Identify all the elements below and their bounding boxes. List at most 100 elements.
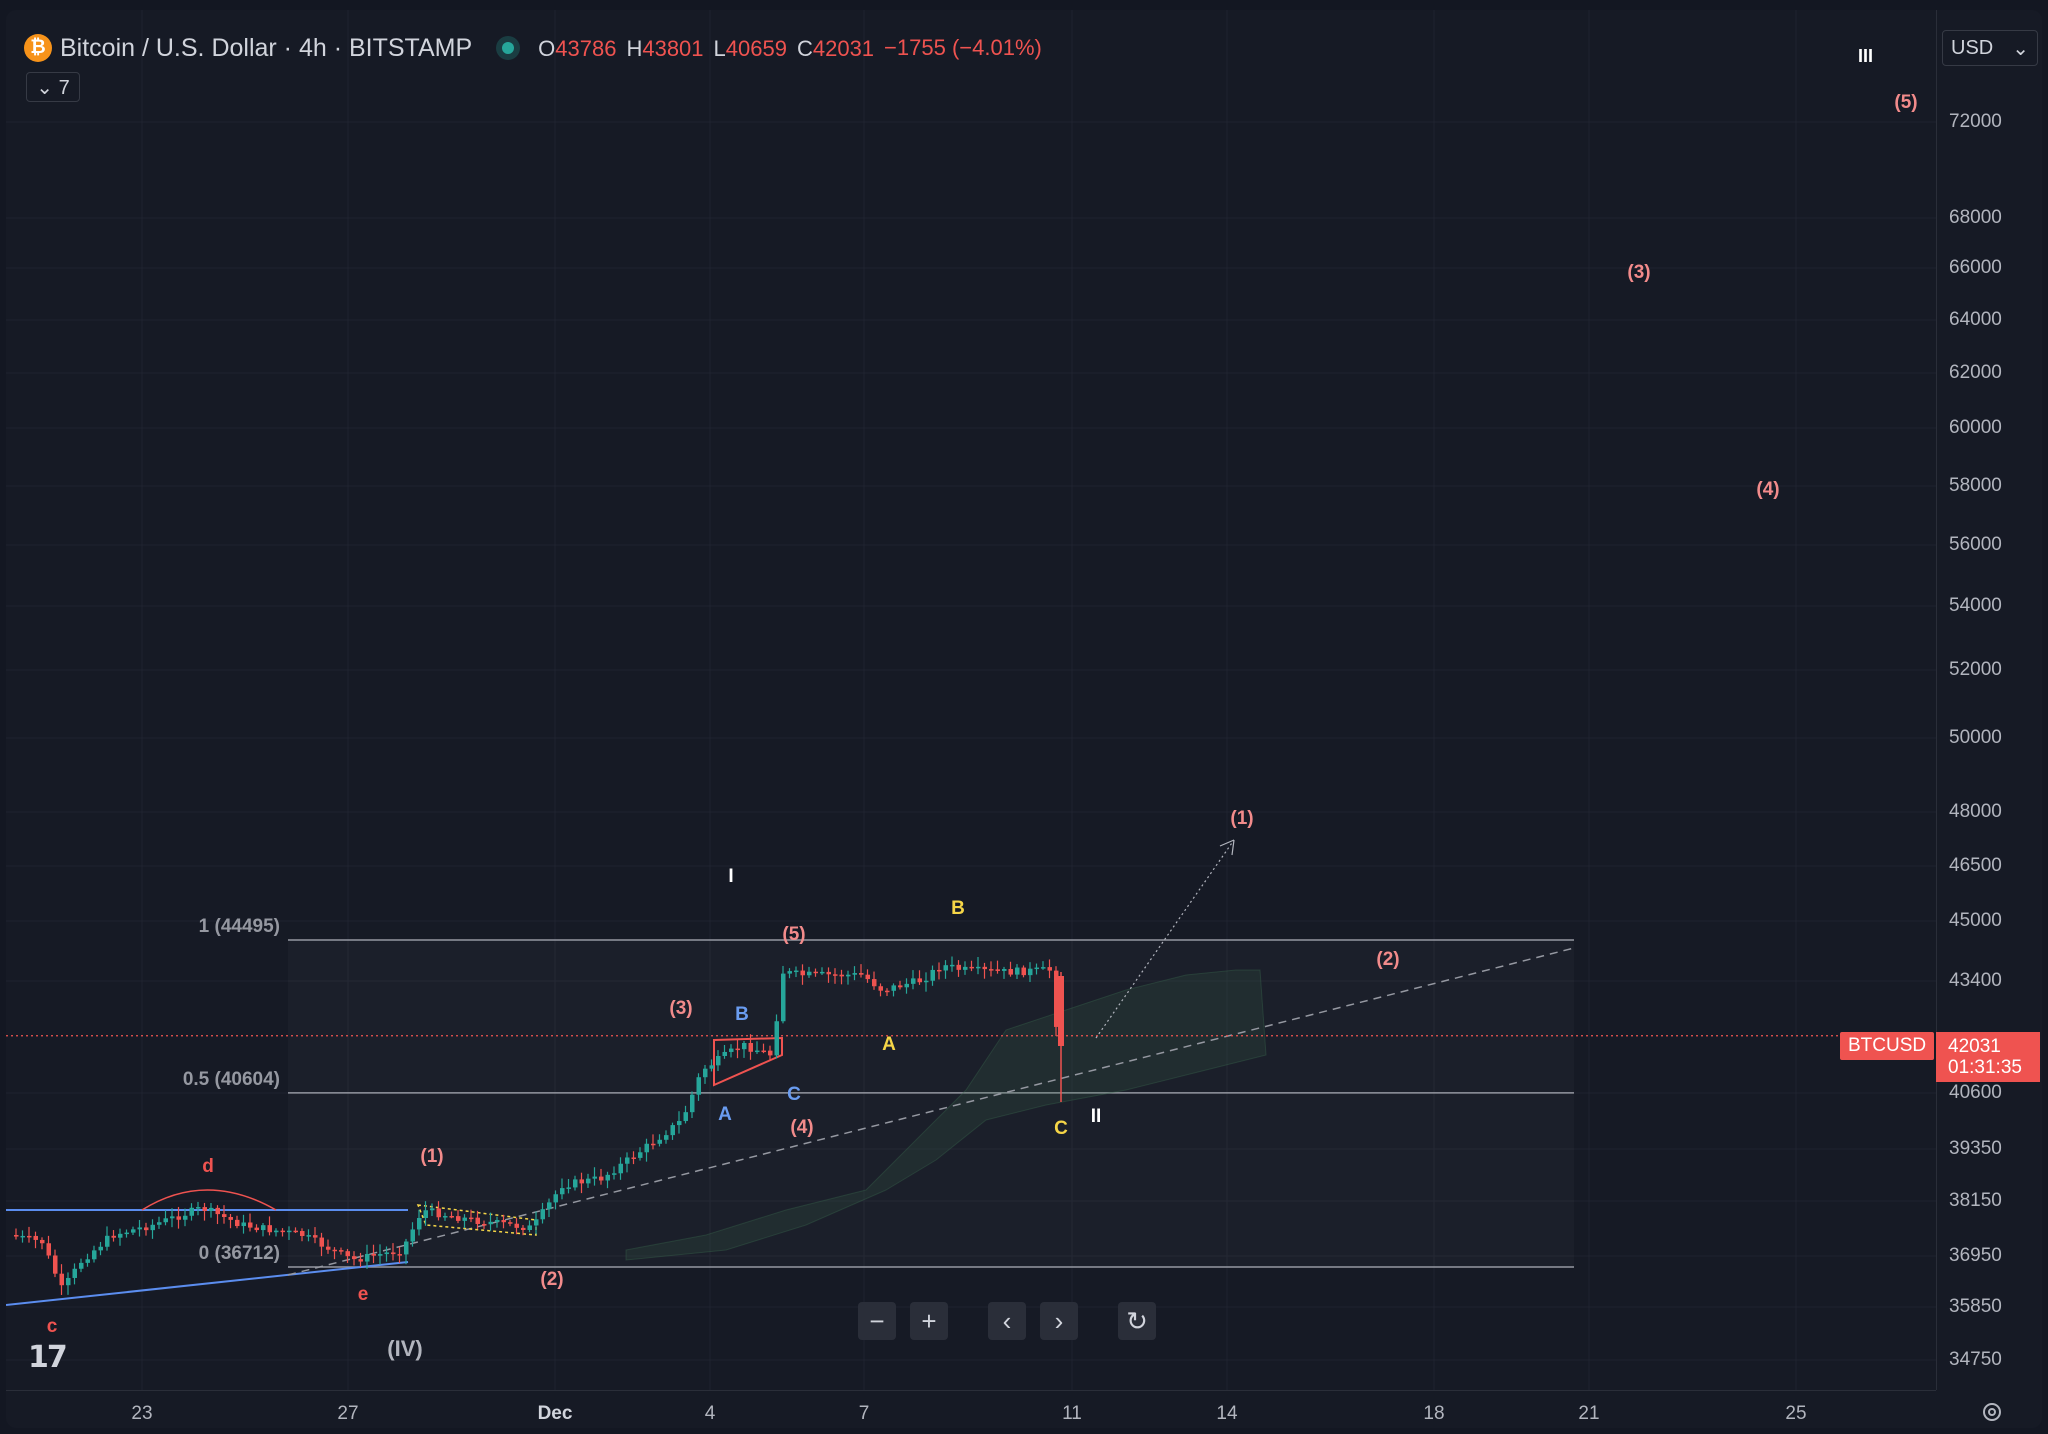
candle: [462, 1217, 467, 1221]
candle: [183, 1215, 188, 1220]
wave-label-c_low: c: [47, 1316, 58, 1337]
candle: [703, 1068, 708, 1078]
candle: [891, 985, 896, 991]
reset-chart-button[interactable]: ↻: [1118, 1302, 1156, 1340]
candle: [423, 1210, 428, 1219]
legend-toggle-icon[interactable]: III: [1858, 46, 1874, 66]
candle: [20, 1235, 25, 1238]
candle: [59, 1273, 64, 1286]
candle: [989, 969, 994, 971]
candle: [456, 1216, 461, 1221]
candle: [475, 1217, 480, 1224]
price-chart[interactable]: 1 (44495) 0.5 (40604) 0 (36712) c d e (IV) (1) (…: [6, 10, 1936, 1390]
candle: [976, 966, 981, 969]
candle: [748, 1043, 753, 1052]
triangle-pattern: [416, 1204, 537, 1236]
candle: [170, 1216, 175, 1219]
chevron-down-icon: ⌄: [2012, 37, 2029, 60]
scroll-right-button[interactable]: ›: [1040, 1302, 1078, 1340]
price-tick: 68000: [1949, 207, 2002, 228]
zoom-in-button[interactable]: +: [910, 1302, 948, 1340]
candle: [287, 1230, 292, 1233]
candle: [709, 1065, 714, 1069]
candle: [586, 1178, 591, 1184]
candle: [430, 1208, 435, 1211]
candle: [495, 1220, 500, 1222]
candle: [131, 1229, 136, 1233]
candle: [820, 971, 825, 974]
candle: [540, 1209, 545, 1220]
wave-label-I: I: [728, 866, 733, 887]
time-tick: 25: [1785, 1403, 1807, 1424]
candle: [358, 1259, 363, 1262]
candle: [560, 1188, 565, 1195]
candle: [911, 978, 916, 984]
candle: [950, 964, 955, 967]
time-tick: 23: [131, 1403, 153, 1424]
candle: [215, 1207, 220, 1215]
ohlc-close: C42031: [796, 35, 875, 61]
candle: [963, 966, 968, 970]
candle: [579, 1179, 584, 1184]
gear-icon[interactable]: [1980, 1400, 2004, 1424]
candle: [339, 1250, 344, 1252]
candle: [1041, 967, 1046, 969]
zoom-out-button[interactable]: −: [858, 1302, 896, 1340]
candle: [657, 1139, 662, 1144]
wave-label-A_yellow: A: [882, 1034, 896, 1055]
candle: [898, 985, 903, 988]
candle: [859, 973, 864, 975]
candle: [826, 971, 831, 975]
wave-label-C_yellow: C: [1054, 1118, 1068, 1139]
candle: [547, 1202, 552, 1210]
candle: [274, 1230, 279, 1233]
candle: [254, 1227, 259, 1231]
price-tick: 40600: [1949, 1082, 2002, 1103]
candle: [189, 1207, 194, 1216]
candle: [807, 971, 812, 976]
price-tick: 56000: [1949, 534, 2002, 555]
scroll-left-button[interactable]: ‹: [988, 1302, 1026, 1340]
wave-label-proj4: (4): [1756, 479, 1779, 500]
candle: [72, 1268, 77, 1278]
currency-select[interactable]: USD ⌄: [1942, 30, 2038, 66]
candle: [1047, 967, 1052, 971]
triangle-pattern: [713, 1036, 783, 1087]
wave-label-d: d: [202, 1156, 214, 1177]
candle: [1021, 967, 1026, 976]
candle: [85, 1259, 90, 1263]
dashed-trendline: [287, 947, 1575, 1276]
arc-pattern: [141, 1189, 277, 1211]
candle: [982, 966, 987, 970]
wave-label-w3: (3): [669, 998, 692, 1019]
candle: [176, 1216, 181, 1220]
chart-plot-area[interactable]: 1 (44495) 0.5 (40604) 0 (36712) c d e (IV) (1) (…: [6, 10, 1936, 1390]
candle: [228, 1217, 233, 1220]
candle: [53, 1255, 58, 1274]
price-tick: 39350: [1949, 1138, 2002, 1159]
indicators-collapse-button[interactable]: ⌄ 7: [26, 72, 80, 102]
candle: [670, 1125, 675, 1136]
candle: [14, 1235, 19, 1237]
candle: [696, 1077, 701, 1095]
candle: [449, 1216, 454, 1218]
candle: [163, 1218, 168, 1223]
chart-window: 1 (44495) 0.5 (40604) 0 (36712) c d e (IV) (1) (…: [6, 10, 2042, 1428]
candle: [33, 1235, 38, 1240]
candle: [813, 971, 818, 974]
wave-label-w5: (5): [782, 924, 805, 945]
candle: [222, 1214, 227, 1217]
price-tick: 66000: [1949, 257, 2002, 278]
price-axis[interactable]: 72000 68000 66000 64000 62000 60000 58000 56000…: [1936, 10, 2043, 1390]
wave-label-proj5: (5): [1894, 92, 1917, 113]
candle: [202, 1207, 207, 1211]
price-tick: 64000: [1949, 309, 2002, 330]
fib-retracement-zone: [288, 940, 1574, 1267]
last-price: 42031: [1948, 1036, 2001, 1057]
symbol-title[interactable]: Bitcoin / U.S. Dollar · 4h · BITSTAMP: [60, 33, 473, 62]
wave-label-w1: (1): [420, 1146, 443, 1167]
candle: [716, 1056, 721, 1066]
time-axis[interactable]: 23 27 Dec 4 7 11 14 18 21 25: [6, 1390, 1936, 1429]
candle: [664, 1135, 669, 1140]
candle: [638, 1152, 643, 1158]
